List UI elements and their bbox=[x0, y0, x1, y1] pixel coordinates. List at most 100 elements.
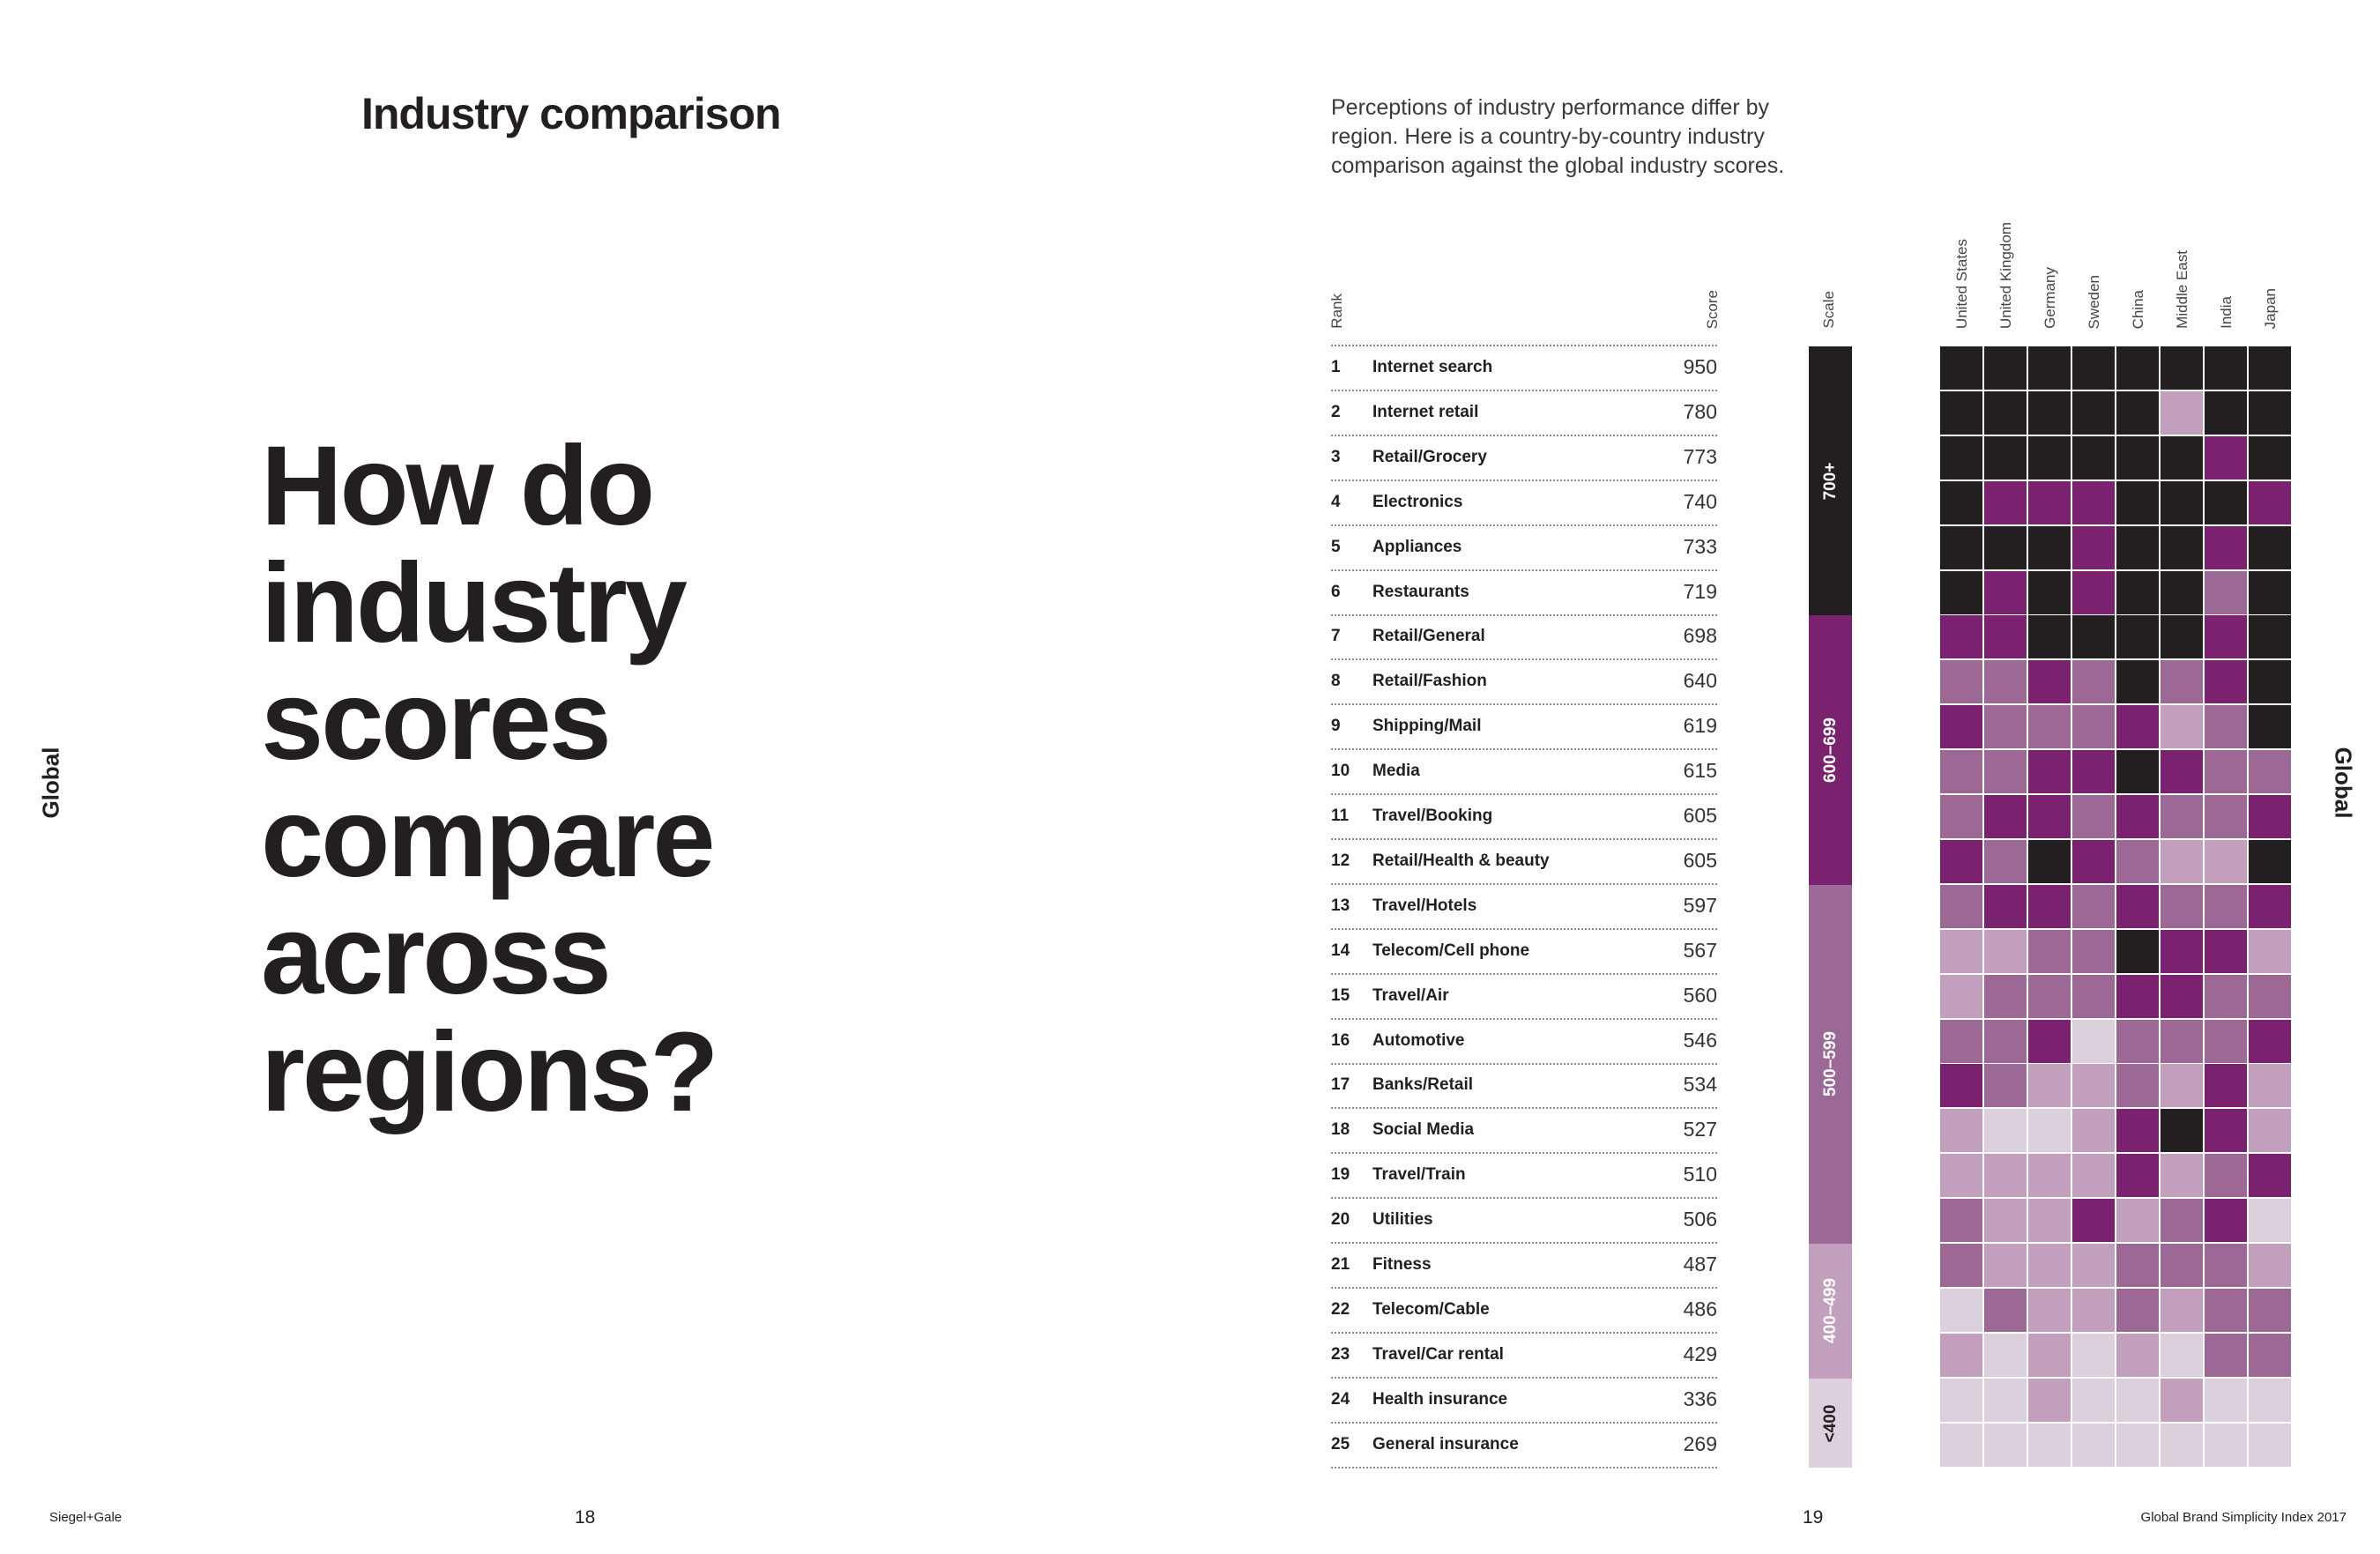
heatmap-cell bbox=[2116, 884, 2159, 928]
row-rank: 9 bbox=[1331, 717, 1341, 736]
heatmap-cell bbox=[2072, 346, 2115, 390]
row-score: 510 bbox=[1683, 1163, 1717, 1186]
heatmap-cell bbox=[2072, 974, 2115, 1018]
heatmap-cell bbox=[2205, 974, 2247, 1018]
page-number-right: 19 bbox=[1803, 1507, 1824, 1528]
heatmap-cell bbox=[2116, 390, 2159, 435]
heatmap-cell bbox=[1984, 1019, 2027, 1063]
scale-segment-label: 700+ bbox=[1820, 462, 1840, 501]
heatmap-cell bbox=[1940, 1333, 1982, 1377]
country-header-india: India bbox=[2218, 296, 2235, 329]
heatmap-cell bbox=[2205, 750, 2247, 794]
heatmap-cell bbox=[2072, 1423, 2115, 1467]
heatmap-cell bbox=[2249, 1288, 2291, 1332]
scale-segment-label: 600–699 bbox=[1820, 718, 1840, 784]
heatmap-cell bbox=[2028, 1244, 2071, 1287]
heatmap-cell bbox=[2028, 795, 2071, 838]
heatmap-cell bbox=[2116, 1288, 2159, 1332]
side-label-left: Global bbox=[37, 747, 64, 819]
heatmap-cell bbox=[1940, 525, 1982, 569]
heatmap-cell bbox=[2205, 1064, 2247, 1108]
row-rank: 19 bbox=[1331, 1165, 1350, 1185]
row-rank: 5 bbox=[1331, 537, 1341, 556]
row-industry: Retail/General bbox=[1372, 627, 1485, 646]
heatmap-cell bbox=[2161, 795, 2203, 838]
scale-header: Scale bbox=[1820, 291, 1837, 329]
row-industry: Internet search bbox=[1372, 358, 1493, 376]
row-industry: Media bbox=[1372, 762, 1420, 781]
heatmap-cell bbox=[2116, 480, 2159, 524]
heatmap-cell bbox=[1940, 1244, 1982, 1287]
table-row: 23 Travel/Car rental 429 bbox=[1331, 1334, 1717, 1379]
heatmap-cell bbox=[2028, 346, 2071, 390]
heatmap-cell bbox=[2161, 390, 2203, 435]
row-score: 560 bbox=[1683, 983, 1717, 1007]
row-industry: Telecom/Cable bbox=[1372, 1299, 1490, 1319]
heatmap-cell bbox=[1984, 705, 2027, 749]
heatmap-cell bbox=[2205, 839, 2247, 883]
row-score: 534 bbox=[1683, 1073, 1717, 1097]
heatmap-cell bbox=[2161, 1423, 2203, 1467]
row-score: 597 bbox=[1683, 893, 1717, 917]
heatmap-cell bbox=[1940, 1019, 1982, 1063]
heatmap-cell bbox=[2161, 884, 2203, 928]
row-industry: Fitness bbox=[1372, 1255, 1432, 1274]
table-row: 18 Social Media 527 bbox=[1331, 1109, 1717, 1155]
heatmap-cell bbox=[2249, 750, 2291, 794]
row-score: 486 bbox=[1683, 1297, 1717, 1320]
row-industry: Travel/Air bbox=[1372, 985, 1449, 1005]
row-rank: 23 bbox=[1331, 1344, 1350, 1364]
country-header-united-kingdom: United Kingdom bbox=[1997, 222, 2014, 329]
heatmap-cell bbox=[1940, 1154, 1982, 1198]
row-score: 605 bbox=[1683, 848, 1717, 872]
heatmap-cell bbox=[2205, 1019, 2247, 1063]
heatmap-cell bbox=[1940, 839, 1982, 883]
country-header-united-states: United States bbox=[1953, 238, 1970, 329]
heatmap-cell bbox=[2028, 1333, 2071, 1377]
country-header-middle-east: Middle East bbox=[2174, 250, 2190, 329]
table-row: 9 Shipping/Mail 619 bbox=[1331, 705, 1717, 751]
heatmap-cell bbox=[2161, 1244, 2203, 1287]
heatmap-cell bbox=[2116, 525, 2159, 569]
heatmap-cell bbox=[2205, 1154, 2247, 1198]
table-top-rule bbox=[1331, 345, 1717, 346]
row-industry: Banks/Retail bbox=[1372, 1075, 1474, 1095]
heatmap-cell bbox=[2116, 795, 2159, 838]
table-row: 6 Restaurants 719 bbox=[1331, 571, 1717, 616]
heatmap-cell bbox=[1940, 570, 1982, 614]
heatmap-cell bbox=[2249, 1423, 2291, 1467]
heatmap-cell bbox=[1984, 1378, 2027, 1422]
heatmap-cell bbox=[2249, 435, 2291, 480]
heatmap-cell bbox=[1984, 839, 2027, 883]
heatmap-cell bbox=[2205, 1333, 2247, 1377]
heatmap-cell bbox=[2161, 1019, 2203, 1063]
heatmap-cell bbox=[2116, 1019, 2159, 1063]
heatmap-cell bbox=[2161, 929, 2203, 973]
heatmap-cell bbox=[2028, 570, 2071, 614]
row-rank: 4 bbox=[1331, 492, 1341, 511]
heatmap-cell bbox=[2161, 1378, 2203, 1422]
row-rank: 8 bbox=[1331, 672, 1341, 691]
heatmap-cell bbox=[2028, 1288, 2071, 1332]
table-row: 15 Travel/Air 560 bbox=[1331, 975, 1717, 1020]
table-row: 16 Automotive 546 bbox=[1331, 1020, 1717, 1065]
heatmap-cell bbox=[2205, 390, 2247, 435]
heatmap-cell bbox=[1940, 795, 1982, 838]
heatmap-cell bbox=[1940, 1378, 1982, 1422]
table-row: 10 Media 615 bbox=[1331, 750, 1717, 796]
heatmap-cell bbox=[1940, 390, 1982, 435]
heatmap-cell bbox=[2205, 1288, 2247, 1332]
table-row: 8 Retail/Fashion 640 bbox=[1331, 660, 1717, 706]
heatmap-cell bbox=[2072, 750, 2115, 794]
heatmap-cell bbox=[2249, 974, 2291, 1018]
row-score: 336 bbox=[1683, 1387, 1717, 1410]
heatmap-cell bbox=[1984, 1154, 2027, 1198]
heatmap-cell bbox=[2205, 1199, 2247, 1243]
row-score: 429 bbox=[1683, 1342, 1717, 1365]
heatmap-cell bbox=[2116, 435, 2159, 480]
heatmap-cell bbox=[2116, 1109, 2159, 1153]
row-industry: Retail/Fashion bbox=[1372, 672, 1487, 691]
row-rank: 18 bbox=[1331, 1120, 1350, 1140]
heatmap-cell bbox=[1984, 1288, 2027, 1332]
heatmap-cell bbox=[2116, 570, 2159, 614]
